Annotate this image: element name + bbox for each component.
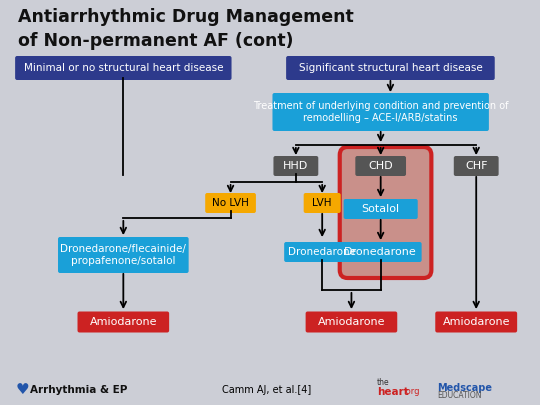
FancyBboxPatch shape [273,156,318,176]
Text: Arrhythmia & EP: Arrhythmia & EP [30,385,127,395]
Text: Antiarrhythmic Drug Management: Antiarrhythmic Drug Management [18,8,354,26]
Text: ♥: ♥ [16,382,30,397]
Text: .org: .org [403,388,420,396]
Text: Minimal or no structural heart disease: Minimal or no structural heart disease [24,63,223,73]
FancyBboxPatch shape [340,147,431,278]
Text: Sotalol: Sotalol [362,204,400,214]
FancyBboxPatch shape [340,242,422,262]
FancyBboxPatch shape [58,237,188,273]
Text: Dronedarone: Dronedarone [345,247,417,257]
Text: Camm AJ, et al.[4]: Camm AJ, et al.[4] [222,385,311,395]
FancyBboxPatch shape [355,156,406,176]
FancyBboxPatch shape [286,56,495,80]
FancyBboxPatch shape [343,199,418,219]
Text: Significant structural heart disease: Significant structural heart disease [299,63,482,73]
Text: Dronedarone: Dronedarone [288,247,356,257]
Text: CHD: CHD [368,161,393,171]
Text: of Non-permanent AF (cont): of Non-permanent AF (cont) [18,32,294,50]
FancyBboxPatch shape [284,242,360,262]
Text: Medscape: Medscape [437,383,492,393]
Text: heart: heart [377,387,409,397]
Text: No LVH: No LVH [212,198,249,208]
FancyBboxPatch shape [303,193,341,213]
Text: Amiodarone: Amiodarone [318,317,385,327]
FancyBboxPatch shape [78,311,169,333]
Text: EDUCATION: EDUCATION [437,392,482,401]
Text: LVH: LVH [313,198,332,208]
FancyBboxPatch shape [273,93,489,131]
FancyBboxPatch shape [15,56,232,80]
FancyBboxPatch shape [454,156,498,176]
Text: HHD: HHD [284,161,308,171]
Text: CHF: CHF [465,161,488,171]
FancyBboxPatch shape [306,311,397,333]
Text: Amiodarone: Amiodarone [442,317,510,327]
Text: Amiodarone: Amiodarone [90,317,157,327]
Text: Treatment of underlying condition and prevention of
remodelling – ACE-I/ARB/stat: Treatment of underlying condition and pr… [253,101,509,123]
FancyBboxPatch shape [435,311,517,333]
FancyBboxPatch shape [205,193,256,213]
Text: the: the [377,378,389,387]
Text: Dronedarone/flecainide/
propafenone/sotalol: Dronedarone/flecainide/ propafenone/sota… [60,244,186,266]
